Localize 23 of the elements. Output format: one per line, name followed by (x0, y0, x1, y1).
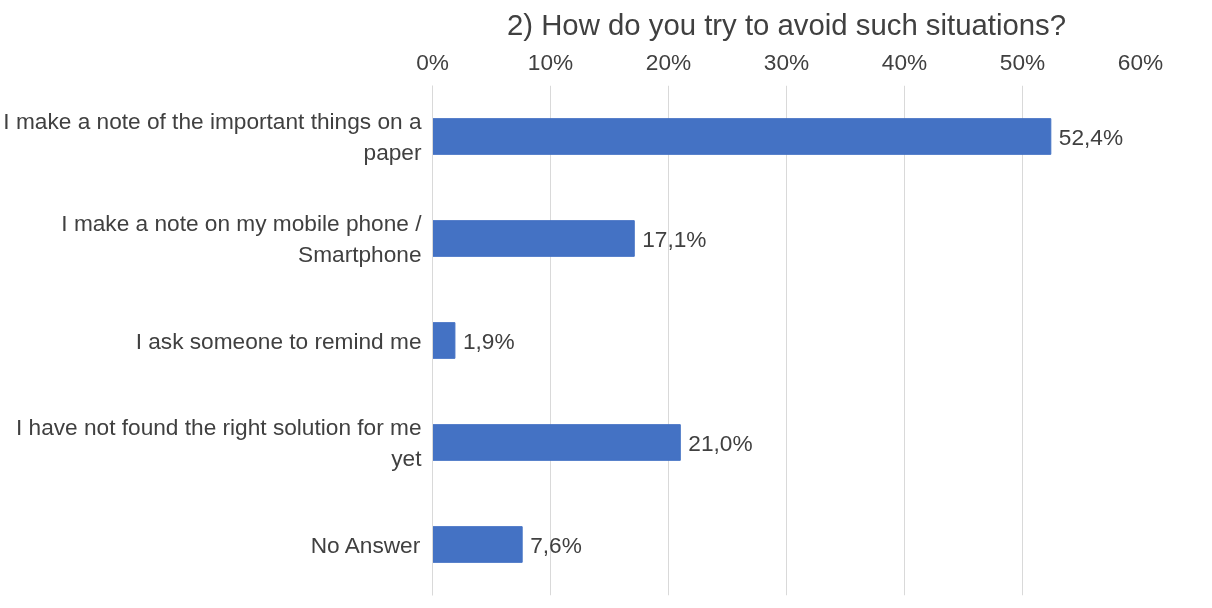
data-label: 7,6% (530, 531, 582, 558)
y-tick-label: I ask someone to remind me (135, 327, 422, 354)
y-tick-label: I make a note of the important things on a paper (3, 107, 422, 166)
x-tick-label: 40% (881, 48, 928, 75)
bar (432, 118, 1052, 155)
x-tick-label: 0% (416, 48, 449, 75)
bar (432, 424, 681, 461)
chart-title: 2) How do you try to avoid such situations? (506, 7, 1067, 41)
bar (432, 322, 456, 359)
data-label: 21,0% (688, 429, 753, 456)
bar (432, 526, 523, 563)
y-tick-label: I have not found the right solution for me yet (15, 413, 423, 472)
y-tick-label: No Answer (310, 531, 421, 558)
x-tick-label: 60% (1117, 48, 1164, 75)
data-label: 17,1% (642, 225, 707, 252)
data-label: 1,9% (462, 327, 515, 354)
x-tick-label: 20% (645, 48, 692, 75)
data-label: 52,4% (1058, 123, 1124, 150)
x-tick-label: 50% (999, 48, 1046, 75)
bar (432, 220, 635, 257)
y-tick-label: I make a note on my mobile phone / Smartphone (61, 209, 423, 268)
x-tick-label: 10% (527, 48, 574, 75)
x-tick-label: 30% (763, 48, 810, 75)
